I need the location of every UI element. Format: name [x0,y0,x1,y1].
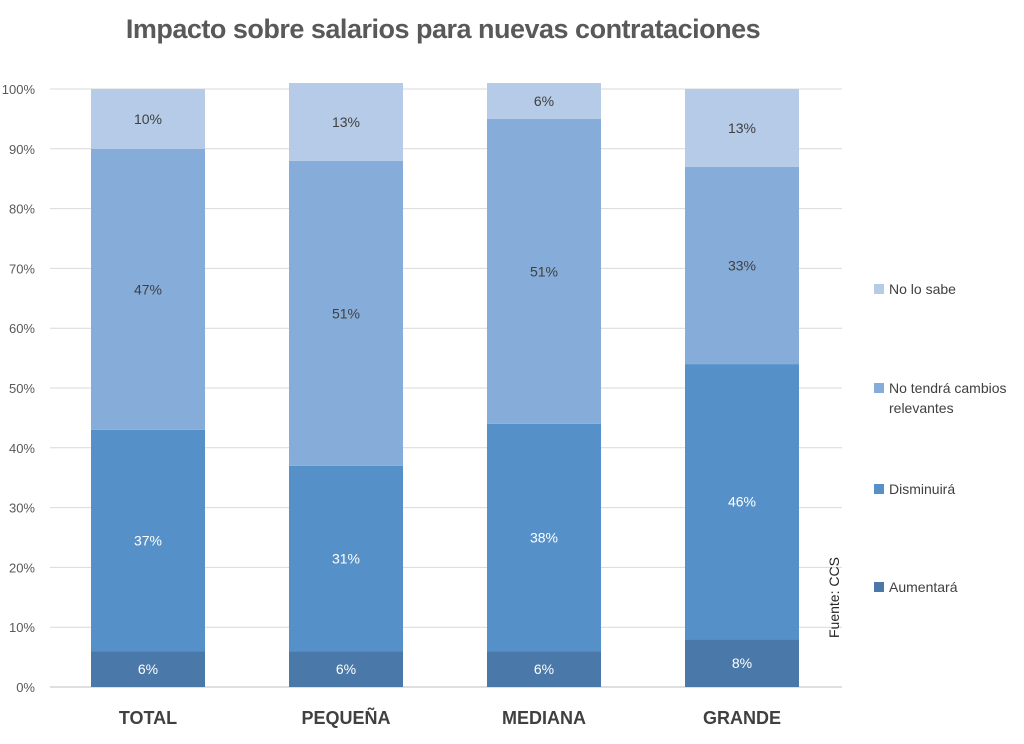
data-label: 13% [332,114,360,130]
y-tick-label: 30% [9,501,35,516]
bar-segment [289,651,403,687]
bar-segment [487,423,601,652]
y-tick-label: 50% [9,381,35,396]
legend-swatch [874,383,884,393]
data-label: 38% [530,530,558,546]
bar-segment [91,89,205,149]
legend-label: No lo sabe [889,281,956,297]
data-label: 6% [534,661,554,677]
category-label: TOTAL [119,708,177,728]
legend-swatch [874,284,884,294]
legend-label: Aumentará [889,579,958,595]
data-label: 46% [728,494,756,510]
legend-swatch [874,484,884,494]
bar-segment [289,160,403,466]
data-label: 37% [134,532,162,548]
bar-segment [685,364,799,640]
bar-segment [685,166,799,365]
bar-segment [289,83,403,161]
data-label: 13% [728,120,756,136]
data-label: 51% [530,263,558,279]
y-tick-label: 80% [9,202,35,217]
data-label: 51% [332,305,360,321]
data-label: 6% [138,661,158,677]
bar-segment [91,651,205,687]
bar-segment [685,639,799,687]
chart-title: Impacto sobre salarios para nuevas contr… [125,14,761,44]
y-tick-label: 60% [9,321,35,336]
legend-swatch [874,582,884,592]
source-note: Fuente: CCS [826,557,842,638]
y-tick-label: 10% [9,620,35,635]
data-label: 8% [732,655,752,671]
category-label: MEDIANA [502,708,586,728]
data-label: 47% [134,281,162,297]
data-label: 6% [534,93,554,109]
y-tick-label: 100% [2,82,36,97]
bar-segment [91,148,205,430]
category-label: GRANDE [703,708,781,728]
bar-segment [685,89,799,167]
data-label: 10% [134,111,162,127]
bar-segment [487,118,601,424]
y-tick-label: 90% [9,142,35,157]
category-label: PEQUEÑA [301,707,390,728]
bar-segment [487,83,601,119]
y-tick-label: 70% [9,261,35,276]
x-axis: TOTAL PEQUEÑA MEDIANA GRANDE [119,707,781,728]
y-tick-label: 0% [16,680,35,695]
y-axis: 0% 10% 20% 30% 40% 50% 60% 70% 80% 90% 100% [2,82,36,695]
legend-label: Disminuirá [889,481,956,497]
legend-label: No tendrá cambios relevantes [889,380,1007,416]
bar-segment [91,429,205,652]
data-label: 6% [336,661,356,677]
bars [91,83,799,687]
bar-segment [487,651,601,687]
y-tick-label: 40% [9,441,35,456]
data-label: 31% [332,550,360,566]
bar-segment [289,465,403,652]
data-labels: 6% 37% 47% 10% 6% 31% 51% 13% 6% 38% 51% 6% 8% 46% 33%… [134,93,756,677]
y-tick-label: 20% [9,560,35,575]
data-label: 33% [728,257,756,273]
